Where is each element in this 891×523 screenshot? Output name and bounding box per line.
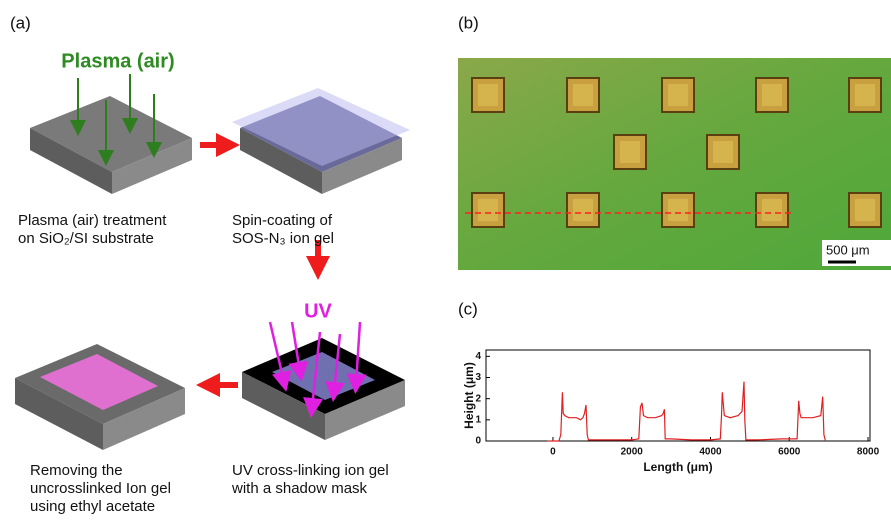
y-axis-label: Height (μm) xyxy=(462,362,476,429)
pattern-square-inner xyxy=(478,84,498,106)
y-tick-label: 3 xyxy=(475,372,481,383)
x-tick-label: 6000 xyxy=(778,447,801,458)
pattern-square-inner xyxy=(668,199,688,221)
profile-chart: 0 2000 4000 6000 8000 0 1 2 3 4 Length (μm) Height … xyxy=(462,350,879,474)
x-tick-label: 2000 xyxy=(621,447,644,458)
y-tick-label: 2 xyxy=(475,393,481,404)
pattern-square-inner xyxy=(762,199,782,221)
y-tick-label: 0 xyxy=(475,436,481,447)
caption: Plasma (air) treatment xyxy=(18,212,167,229)
caption: on SiO₂/SI substrate xyxy=(18,230,154,247)
pattern-square-inner xyxy=(620,141,640,163)
panel-label: (b) xyxy=(458,13,479,32)
uv-label: UV xyxy=(304,300,332,322)
profile-line xyxy=(547,382,826,441)
plasma-label: Plasma (air) xyxy=(61,50,174,72)
caption: UV cross-linking ion gel xyxy=(232,462,389,479)
pattern-square-inner xyxy=(573,84,593,106)
panel-label: (a) xyxy=(10,13,31,32)
caption: Removing the xyxy=(30,462,123,479)
pattern-square-inner xyxy=(855,199,875,221)
pattern-square-inner xyxy=(855,84,875,106)
y-tick-label: 4 xyxy=(475,351,481,362)
pattern-square-inner xyxy=(668,84,688,106)
x-tick-label: 8000 xyxy=(857,447,880,458)
plot-frame xyxy=(486,350,870,441)
x-tick-label: 4000 xyxy=(699,447,722,458)
caption: with a shadow mask xyxy=(231,480,368,497)
masked-substrate xyxy=(242,338,405,440)
pattern-square-inner xyxy=(713,141,733,163)
coated-substrate xyxy=(232,88,410,194)
caption: uncrosslinked Ion gel xyxy=(30,480,171,497)
panel-label: (c) xyxy=(458,299,478,318)
scale-bar-label: 500 μm xyxy=(826,242,870,257)
pattern-square-inner xyxy=(762,84,782,106)
pattern-square-inner xyxy=(573,199,593,221)
substrate xyxy=(30,96,192,194)
patterned-substrate xyxy=(15,344,185,450)
caption: using ethyl acetate xyxy=(30,498,155,515)
caption: Spin-coating of xyxy=(232,212,333,229)
pattern-square-inner xyxy=(478,199,498,221)
y-tick-label: 1 xyxy=(475,414,481,425)
x-axis-label: Length (μm) xyxy=(643,460,712,474)
figure: (a) (b) (c) Plasma (air) UV xyxy=(0,0,891,523)
caption: SOS-N₃ ion gel xyxy=(232,230,334,247)
x-tick-label: 0 xyxy=(550,447,556,458)
